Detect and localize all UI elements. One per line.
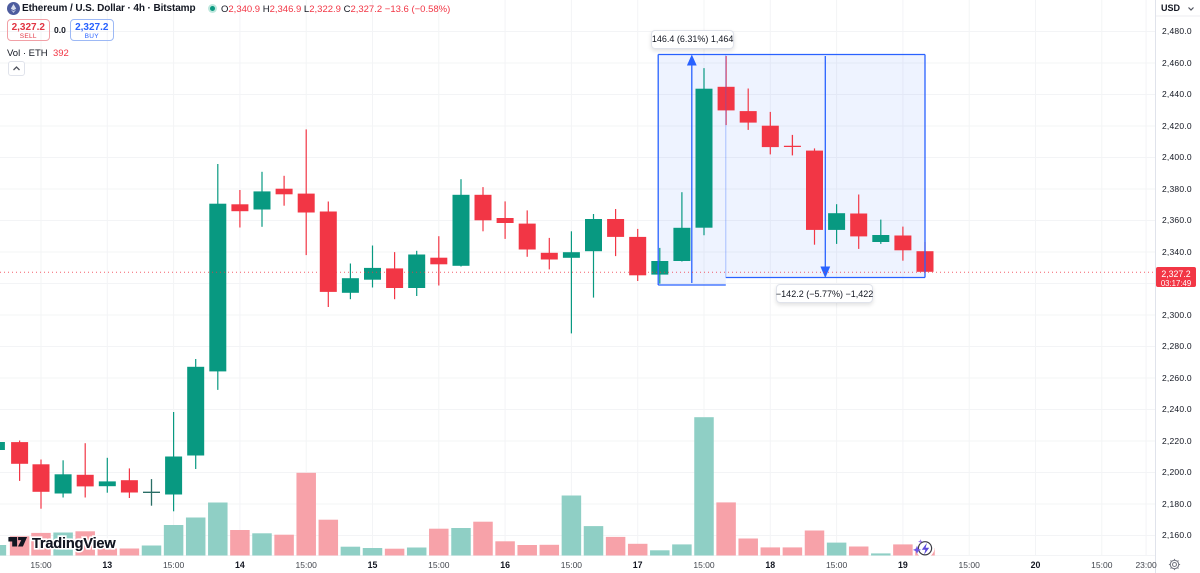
svg-text:TradingView: TradingView (32, 536, 116, 552)
svg-text:TradingView: TradingView (32, 536, 116, 552)
